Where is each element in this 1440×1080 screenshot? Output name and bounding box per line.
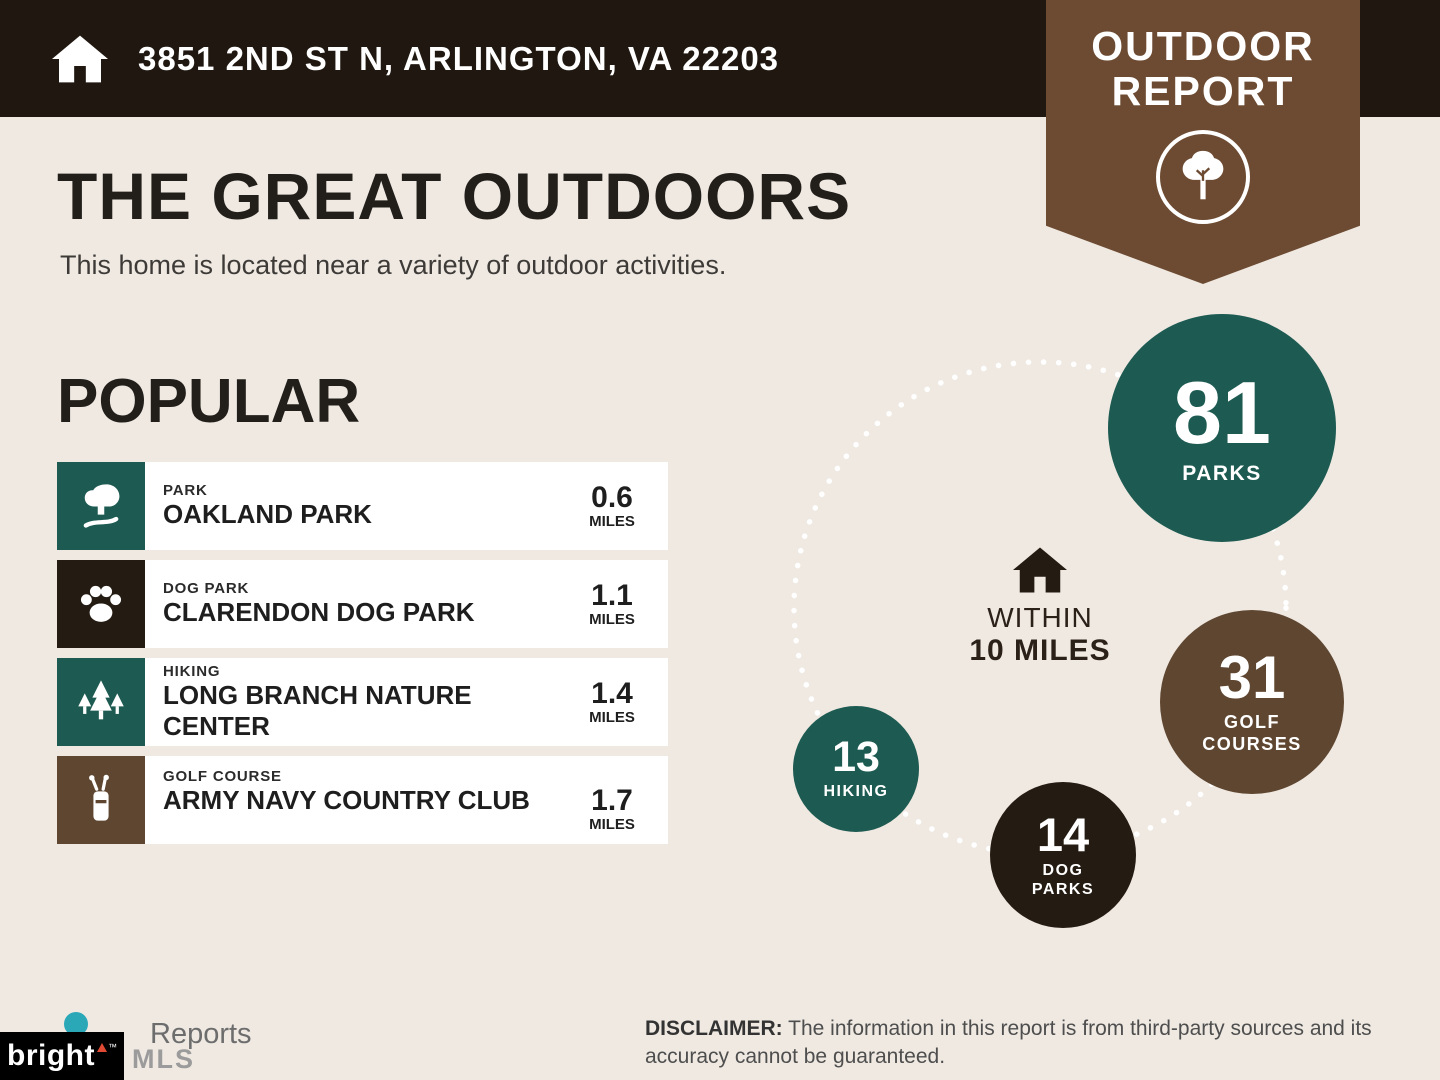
bubble-label: PARKS <box>1182 462 1262 486</box>
distance-value: 1.4 <box>591 676 633 710</box>
mls-logo-text: MLS <box>132 1044 195 1074</box>
distance-value: 1.7 <box>591 784 633 817</box>
list-item-hiking: HIKING LONG BRANCH NATURE CENTER 1.4 MIL… <box>57 658 668 746</box>
bubble-label: HIKING <box>823 783 889 801</box>
distance-unit: MILES <box>589 610 635 628</box>
section-title-popular: POPULAR <box>57 367 361 436</box>
park-tree-icon <box>57 462 145 550</box>
disclaimer-text: The information in this report is from t… <box>645 1017 1372 1069</box>
item-category: GOLF COURSE <box>163 768 282 785</box>
distance-value: 0.6 <box>591 480 633 514</box>
within-distance: 10 MILES <box>969 634 1111 667</box>
disclaimer: DISCLAIMER: The information in this repo… <box>645 1015 1393 1072</box>
bubble-value: 13 <box>832 733 880 782</box>
bubble-label: DOG PARKS <box>1031 861 1095 898</box>
bubble-hiking: 13 HIKING <box>793 706 919 832</box>
item-info: GOLF COURSE ARMY NAVY COUNTRY CLUB <box>163 768 570 816</box>
disclaimer-label: DISCLAIMER: <box>645 1017 783 1040</box>
bright-logo-text: bright <box>7 1039 95 1072</box>
dotted-radius-circle <box>791 359 1289 857</box>
item-distance: 1.1 MILES <box>570 578 654 628</box>
page-subtitle: This home is located near a variety of o… <box>60 250 727 280</box>
center-home-icon <box>1013 547 1067 593</box>
popular-list: PARK OAKLAND PARK 0.6 MILES DOG PARK CLA… <box>57 462 668 854</box>
item-name: OAKLAND PARK <box>163 499 372 530</box>
item-info: DOG PARK CLARENDON DOG PARK <box>163 580 570 628</box>
bubble-value: 31 <box>1218 644 1286 712</box>
item-name: CLARENDON DOG PARK <box>163 597 475 628</box>
item-distance: 0.6 MILES <box>570 480 654 530</box>
outdoor-report-ribbon: OUTDOOR REPORT <box>1046 0 1360 284</box>
radius-center: WITHIN 10 MILES <box>915 546 1165 668</box>
bright-mls-logo: bright ™ <box>0 1032 124 1080</box>
item-name: LONG BRANCH NATURE CENTER <box>163 679 472 741</box>
distance-unit: MILES <box>589 512 635 530</box>
list-card: PARK OAKLAND PARK 0.6 MILES <box>145 462 668 550</box>
item-category: PARK <box>163 482 208 500</box>
distance-value: 1.1 <box>591 578 633 612</box>
item-category: DOG PARK <box>163 580 250 598</box>
property-address: 3851 2ND ST N, ARLINGTON, VA 22203 <box>138 39 780 77</box>
bright-logo-triangle-icon <box>96 1042 107 1052</box>
bubble-parks: 81 PARKS <box>1108 314 1336 542</box>
item-info: PARK OAKLAND PARK <box>163 482 570 530</box>
distance-unit: MILES <box>589 708 635 726</box>
within-label: WITHIN <box>987 602 1093 633</box>
list-card: GOLF COURSE ARMY NAVY COUNTRY CLUB 1.7 M… <box>145 756 668 844</box>
bubble-dog-parks: 14 DOG PARKS <box>990 782 1136 928</box>
list-item-dog-park: DOG PARK CLARENDON DOG PARK 1.1 MILES <box>57 560 668 648</box>
paw-icon <box>57 560 145 648</box>
list-card: HIKING LONG BRANCH NATURE CENTER 1.4 MIL… <box>145 658 668 746</box>
tree-icon <box>1182 151 1224 200</box>
ribbon-title-line2: REPORT <box>1111 68 1295 115</box>
list-card: DOG PARK CLARENDON DOG PARK 1.1 MILES <box>145 560 668 648</box>
item-info: HIKING LONG BRANCH NATURE CENTER <box>163 663 570 741</box>
golf-bag-icon <box>57 756 145 844</box>
ribbon-title-line1: OUTDOOR <box>1091 23 1315 69</box>
bubble-label: GOLF COURSES <box>1202 712 1302 754</box>
bubble-value: 81 <box>1173 363 1271 463</box>
trademark-symbol: ™ <box>107 1042 117 1052</box>
list-item-golf: GOLF COURSE ARMY NAVY COUNTRY CLUB 1.7 M… <box>57 756 668 844</box>
page-title: THE GREAT OUTDOORS <box>57 159 852 233</box>
list-item-park: PARK OAKLAND PARK 0.6 MILES <box>57 462 668 550</box>
item-distance: 1.4 MILES <box>570 676 654 726</box>
pine-trees-icon <box>57 658 145 746</box>
distance-unit: MILES <box>589 816 635 833</box>
home-icon <box>52 35 108 82</box>
item-category: HIKING <box>163 662 221 680</box>
item-name: ARMY NAVY COUNTRY CLUB <box>163 785 530 815</box>
reports-logo-text: Reports <box>150 1018 252 1050</box>
bubble-value: 14 <box>1036 807 1090 861</box>
item-distance: 1.7 MILES <box>570 784 654 834</box>
tree-badge <box>1156 130 1250 225</box>
bubble-golf-courses: 31 GOLF COURSES <box>1160 610 1344 794</box>
